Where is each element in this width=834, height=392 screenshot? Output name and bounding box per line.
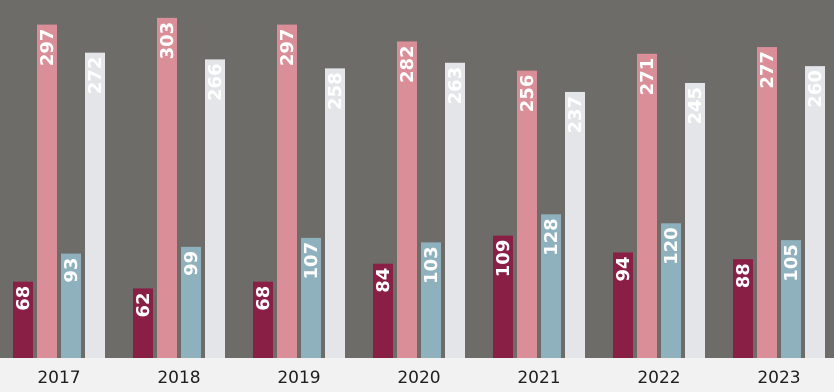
bar-2023-s4 (805, 66, 825, 359)
bar-2020-s4 (445, 62, 465, 358)
bar-2019-s4 (325, 68, 345, 358)
x-axis-band (0, 358, 834, 392)
value-label-2021-s1: 109 (493, 240, 514, 278)
value-label-2019-s1: 68 (253, 286, 274, 311)
x-tick-label-2019: 2019 (277, 368, 320, 388)
bar-2023-s2 (757, 47, 777, 358)
value-label-2018-s2: 303 (157, 22, 178, 60)
value-label-2020-s3: 103 (421, 246, 442, 284)
x-tick-label-2023: 2023 (757, 368, 800, 388)
value-label-2018-s4: 266 (205, 63, 226, 101)
bar-2023-s3 (781, 240, 801, 358)
value-label-2019-s3: 107 (301, 242, 322, 280)
value-label-2020-s1: 84 (373, 268, 394, 293)
bar-2020-s1 (373, 263, 393, 358)
value-label-2021-s2: 256 (517, 75, 538, 113)
bar-2017-s4 (85, 52, 105, 358)
value-label-2023-s2: 277 (757, 51, 778, 89)
value-label-2017-s3: 93 (61, 258, 82, 283)
value-label-2017-s2: 297 (37, 29, 58, 67)
value-label-2022-s1: 94 (613, 256, 634, 281)
value-label-2022-s2: 271 (637, 58, 658, 96)
bar-2021-s2 (517, 70, 537, 358)
value-label-2023-s3: 105 (781, 244, 802, 282)
bars-layer (13, 17, 825, 359)
bar-2017-s1 (13, 281, 33, 358)
bar-2023-s1 (733, 259, 753, 358)
bar-2021-s3 (541, 214, 561, 358)
bar-2019-s3 (301, 237, 321, 358)
x-tick-labels-layer: 2017 2018 2019 2020 2021 2022 2023 (37, 368, 800, 388)
x-tick-label-2022: 2022 (637, 368, 680, 388)
bar-2020-s3 (421, 242, 441, 358)
value-label-2020-s2: 282 (397, 45, 418, 83)
value-labels-layer: 68 297 93 272 62 303 99 266 68 297 107 258 84 282 103 2… (13, 22, 826, 318)
bar-2022-s1 (613, 252, 633, 358)
value-label-2017-s1: 68 (13, 286, 34, 311)
bar-2018-s2 (157, 17, 177, 359)
bar-2022-s4 (685, 82, 705, 358)
x-tick-label-2020: 2020 (397, 368, 440, 388)
bar-2021-s4 (565, 91, 585, 358)
bar-2018-s3 (181, 246, 201, 358)
x-tick-label-2018: 2018 (157, 368, 200, 388)
bar-2022-s3 (661, 223, 681, 358)
bar-2019-s1 (253, 281, 273, 358)
value-label-2018-s3: 99 (181, 251, 202, 276)
value-label-2018-s1: 62 (133, 292, 154, 317)
value-label-2023-s1: 88 (733, 263, 754, 288)
value-label-2021-s4: 237 (565, 96, 586, 134)
bar-2022-s2 (637, 53, 657, 359)
value-label-2019-s4: 258 (325, 72, 346, 110)
value-label-2019-s2: 297 (277, 29, 298, 67)
x-tick-label-2021: 2021 (517, 368, 560, 388)
bar-2021-s1 (493, 235, 513, 358)
value-label-2023-s4: 260 (805, 70, 826, 108)
bar-2017-s3 (61, 253, 81, 358)
bar-2018-s4 (205, 59, 225, 358)
value-label-2017-s4: 272 (85, 57, 106, 95)
x-tick-label-2017: 2017 (37, 368, 80, 388)
bar-2019-s2 (277, 24, 297, 359)
value-label-2022-s4: 245 (685, 87, 706, 125)
bar-2020-s2 (397, 41, 417, 359)
value-label-2022-s3: 120 (661, 227, 682, 265)
bar-2017-s2 (37, 24, 57, 359)
bar-2018-s1 (133, 288, 153, 358)
value-label-2020-s4: 263 (445, 67, 466, 105)
value-label-2021-s3: 128 (541, 218, 562, 256)
